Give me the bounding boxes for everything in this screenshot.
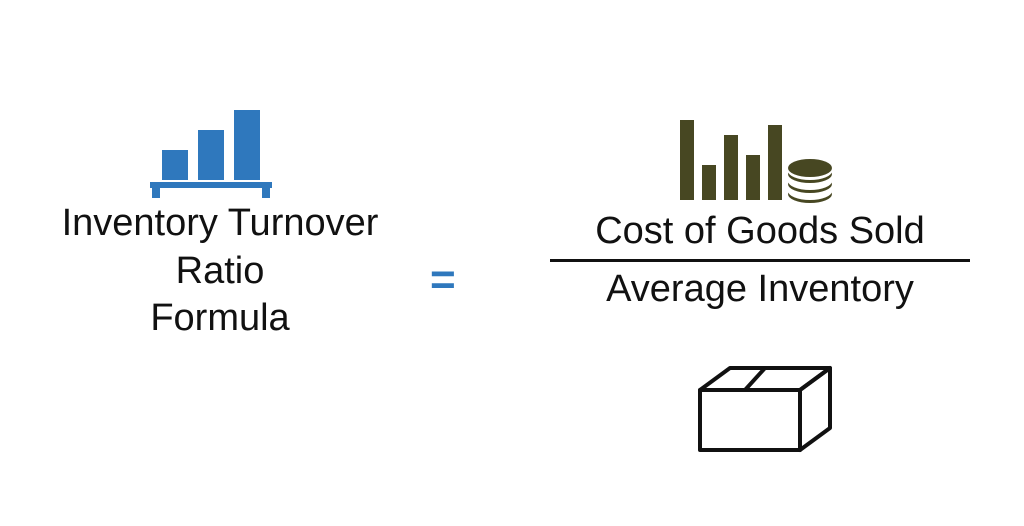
fraction-denominator: Average Inventory <box>540 262 980 311</box>
formula-name-line2: Ratio <box>20 248 420 296</box>
bars-coins-icon <box>680 120 850 210</box>
formula-canvas: Inventory Turnover Ratio Formula = <box>0 0 1024 526</box>
bar-chart-icon <box>150 100 290 200</box>
box-icon <box>690 360 840 460</box>
formula-name-line3: Formula <box>20 295 420 343</box>
fraction-numerator: Cost of Goods Sold <box>540 210 980 259</box>
formula-name-line1: Inventory Turnover <box>20 200 420 248</box>
formula-name: Inventory Turnover Ratio Formula <box>20 200 420 343</box>
equals-sign: = <box>430 255 456 305</box>
formula-fraction: Cost of Goods Sold Average Inventory <box>540 210 980 311</box>
